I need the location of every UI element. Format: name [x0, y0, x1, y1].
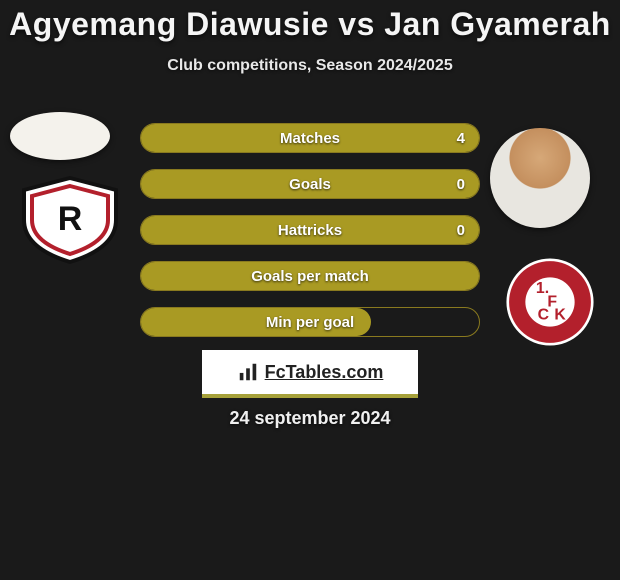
stat-bar: Goals per match: [140, 261, 480, 291]
season-subtitle: Club competitions, Season 2024/2025: [0, 57, 620, 75]
svg-text:K: K: [554, 307, 566, 324]
source-link[interactable]: FcTables.com: [202, 350, 418, 398]
stat-bar: Goals0: [140, 169, 480, 199]
stat-bar: Hattricks0: [140, 215, 480, 245]
stat-bar-fill: [141, 262, 479, 290]
stat-bar-fill: [141, 170, 479, 198]
stat-bar-value-right: 0: [457, 170, 465, 198]
club-crest-left: R: [20, 176, 120, 264]
source-label: FcTables.com: [265, 362, 384, 383]
stat-bar: Min per goal: [140, 307, 480, 337]
club-crest-right: 1. F C K: [500, 258, 600, 346]
stat-bar-value-right: 0: [457, 216, 465, 244]
stat-bar-fill: [141, 308, 371, 336]
player-photo-right: [490, 128, 590, 228]
snapshot-date: 24 september 2024: [0, 408, 620, 429]
svg-text:C: C: [538, 307, 549, 324]
stat-bar-fill: [141, 124, 479, 152]
stat-bar: Matches4: [140, 123, 480, 153]
player-photo-left: [10, 112, 110, 160]
stat-bars: Matches4 Goals0 Hattricks0 Goals per match M…: [140, 123, 480, 353]
page-title: Agyemang Diawusie vs Jan Gyamerah: [0, 0, 620, 43]
barchart-icon: [237, 361, 259, 383]
svg-text:R: R: [58, 200, 83, 238]
stat-bar-value-right: 4: [457, 124, 465, 152]
stat-bar-fill: [141, 216, 479, 244]
